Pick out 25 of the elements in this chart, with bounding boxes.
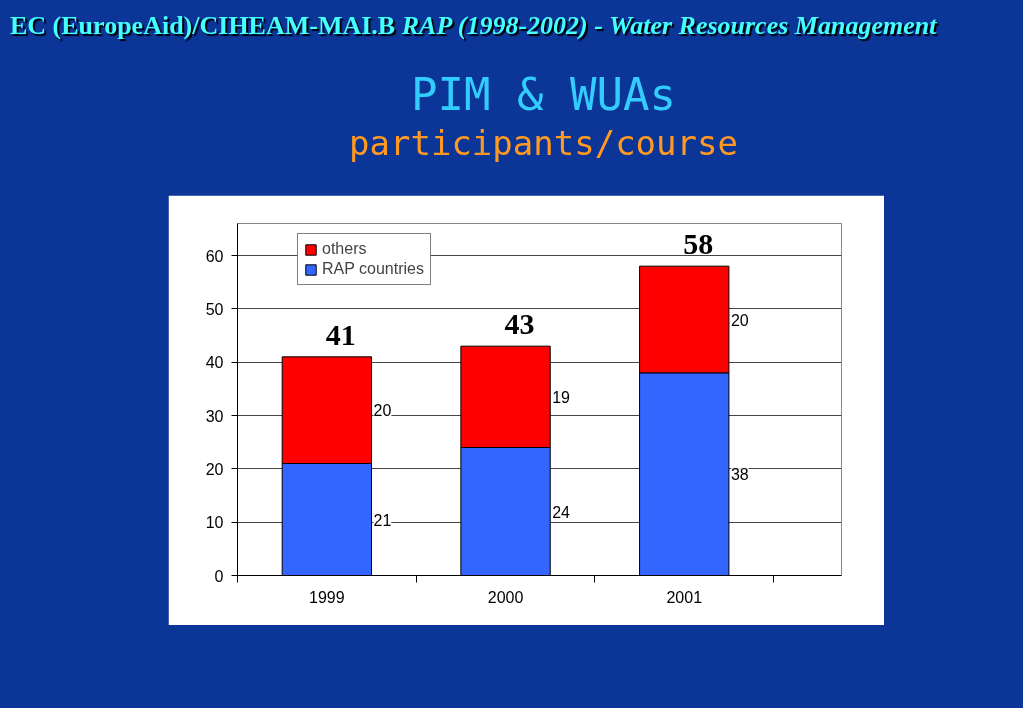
total-label: 41: [325, 317, 356, 351]
y-tick-label: 60: [205, 247, 224, 265]
y-tick-label: 40: [205, 354, 224, 372]
data-label: 20: [730, 311, 749, 329]
x-tick-label: 2001: [666, 588, 703, 606]
data-label: 21: [373, 511, 392, 529]
chart-subtitle: participants/course: [349, 123, 738, 163]
total-label: 58: [683, 227, 714, 261]
data-label: 24: [552, 503, 571, 521]
data-label: 38: [730, 466, 749, 484]
x-tick-label: 1999: [309, 588, 345, 606]
chart-title: PIM & WUAs: [411, 69, 676, 120]
y-tick-label: 20: [205, 460, 224, 478]
text: RAP (1998-2002) - Water Resources Management: [401, 11, 937, 40]
legend-label: others: [322, 240, 367, 258]
data-label: 19: [552, 388, 571, 406]
x-tick-label: 2000: [487, 588, 524, 606]
y-tick-label: 0: [214, 567, 224, 585]
y-tick-label: 50: [205, 300, 224, 318]
legend-label: RAP countries: [322, 260, 424, 278]
text: EC (EuropeAid)/CIHEAM-MAI.B: [10, 11, 396, 40]
y-tick-label: 10: [205, 514, 224, 532]
total-label: 43: [504, 307, 535, 341]
y-tick-label: 30: [205, 407, 224, 425]
data-label: 20: [373, 402, 392, 420]
